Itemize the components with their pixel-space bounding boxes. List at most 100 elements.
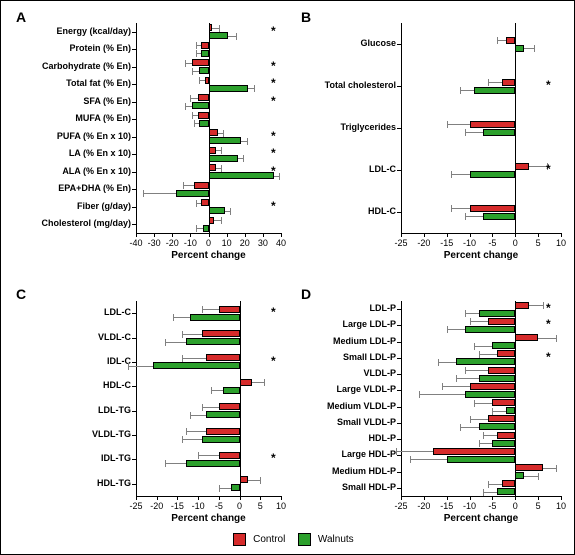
control-bar [219,403,240,410]
error-bar [165,463,186,464]
legend-swatch-walnuts [298,533,311,546]
category-label: Large VLDL-P [301,384,396,394]
error-bar [219,488,231,489]
tick-label: -20 [150,501,163,511]
category-label: VLDL-TG [11,429,131,439]
category-label: LA (% En x 10) [11,148,131,158]
error-cap [247,138,248,145]
tick-label: -15 [440,501,453,511]
error-bar [465,132,483,133]
control-bar [201,199,208,206]
error-cap [223,130,224,137]
category-label: Cholesterol (mg/day) [11,218,131,228]
error-cap [183,182,184,189]
category-label: Medium HDL-P [301,466,396,476]
control-bar [470,121,516,128]
error-bar [128,366,153,367]
tick-label: -30 [148,238,161,248]
significance-marker: * [271,24,276,38]
walnuts-bar [199,120,208,127]
category-label: PUFA (% En x 10) [11,131,131,141]
error-bar [529,166,547,167]
error-bar [248,480,260,481]
significance-marker: * [546,78,551,92]
axis-title: Percent change [401,250,561,261]
tick-label: -20 [417,238,430,248]
walnuts-bar [474,87,515,94]
control-bar [192,59,208,66]
error-cap [221,147,222,154]
control-bar [502,480,516,487]
category-label: Large HDL-P [301,449,396,459]
error-bar [442,386,469,387]
significance-marker: * [546,301,551,315]
error-bar [479,443,493,444]
error-bar [470,321,488,322]
error-cap [465,129,466,136]
error-cap [470,318,471,325]
error-bar [410,459,447,460]
error-bar [186,431,207,432]
control-bar [470,383,516,390]
error-bar [543,468,557,469]
error-bar [460,90,474,91]
control-bar [515,334,538,341]
walnuts-bar [209,137,242,144]
tick-label: -25 [129,501,142,511]
error-cap [483,432,484,439]
control-bar [198,94,209,101]
error-bar [465,216,483,217]
error-cap [185,103,186,110]
category-label: LDL-TG [11,405,131,415]
category-label: Carbohydrate (% En) [11,61,131,71]
walnuts-bar [483,129,515,136]
category-label: Small HDL-P [301,482,396,492]
control-bar [492,399,515,406]
error-cap [143,190,144,197]
error-cap [198,452,199,459]
legend-label-control: Control [253,534,285,545]
category-label: SFA (% En) [11,96,131,106]
tick-label: -10 [192,501,205,511]
error-bar [185,106,192,107]
error-cap [165,460,166,467]
error-cap [460,424,461,431]
error-bar [451,174,469,175]
error-cap [199,77,200,84]
error-cap [465,310,466,317]
error-bar [143,193,176,194]
category-label: Total fat (% En) [11,78,131,88]
category-label: LDL-P [301,303,396,313]
tick-label: 0 [237,501,242,511]
error-bar [198,455,219,456]
tick-label: -20 [166,238,179,248]
axis-title: Percent change [136,250,281,261]
walnuts-bar [479,310,516,317]
error-cap [538,473,539,480]
error-cap [192,68,193,75]
error-cap [556,335,557,342]
error-cap [442,383,443,390]
tick-label: 40 [276,238,286,248]
control-bar [202,330,239,337]
tick-label: 0 [206,238,211,248]
walnuts-bar [153,362,240,369]
category-label: LDL-C [11,307,131,317]
tick-label: 30 [258,238,268,248]
error-bar [202,407,219,408]
error-cap [221,165,222,172]
error-bar [190,415,207,416]
control-bar [433,448,515,455]
tick-label: -10 [184,238,197,248]
error-cap [236,33,237,40]
category-label: Fiber (g/day) [11,201,131,211]
error-bar [182,358,207,359]
error-cap [196,200,197,207]
significance-marker: * [546,350,551,364]
walnuts-bar [470,171,516,178]
error-cap [260,477,261,484]
axis-title: Percent change [401,513,561,524]
error-cap [410,456,411,463]
control-bar [209,147,216,154]
error-bar [497,40,506,41]
